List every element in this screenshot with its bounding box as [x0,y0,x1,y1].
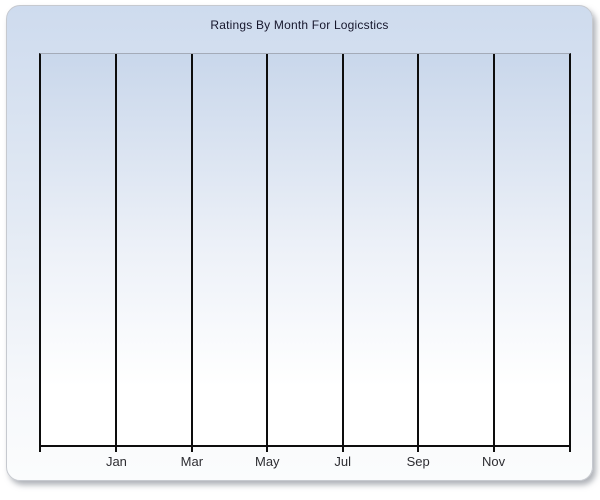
chart-title: Ratings By Month For Logicstics [210,18,389,32]
chart-panel: Ratings By Month For Logicstics Jan Mar Ma… [6,5,593,481]
gridline [341,54,344,445]
x-axis-label: Jan [105,454,127,469]
gridline [115,54,118,445]
x-axis-tick [417,447,420,452]
x-axis-tick [341,447,344,452]
gridline [266,54,269,445]
gridline [492,54,495,445]
x-axis-label: May [255,454,280,469]
x-axis-tick [266,447,269,452]
x-axis-tick [569,447,571,452]
x-axis-tick [115,447,118,452]
x-axis-label: Jul [334,454,352,469]
x-axis-label: Sep [406,454,430,469]
x-axis-tick [492,447,495,452]
x-axis-tick [39,447,41,452]
gridline [417,54,420,445]
x-axis-label: Mar [180,454,204,469]
gridline [190,54,193,445]
x-axis-tick [190,447,193,452]
x-axis-label: Nov [482,454,506,469]
plot-area [39,53,571,447]
